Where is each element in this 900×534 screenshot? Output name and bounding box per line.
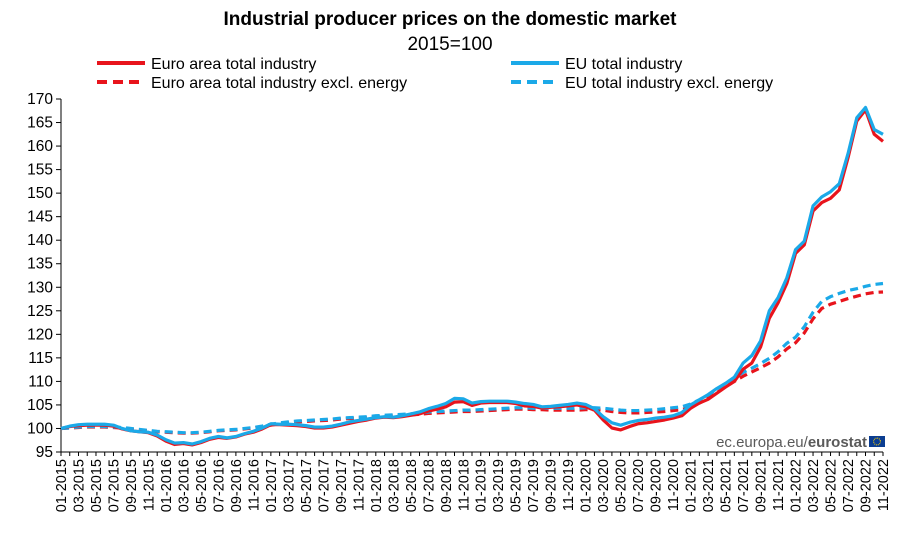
x-tick-label: 09-2017 [334, 459, 350, 512]
x-tick-label: 03-2021 [701, 459, 717, 512]
x-tick-label: 07-2021 [736, 459, 752, 512]
x-tick-label: 07-2018 [421, 459, 437, 512]
y-tick-label: 140 [27, 232, 53, 249]
x-tick-label: 11-2022 [876, 459, 892, 511]
y-tick-label: 135 [27, 256, 53, 273]
x-tick-label: 07-2020 [631, 459, 647, 512]
x-tick-label: 01-2018 [369, 459, 385, 512]
x-tick-label: 03-2017 [281, 459, 297, 512]
x-tick-label: 05-2021 [719, 459, 735, 512]
x-tick-label: 01-2022 [789, 459, 805, 512]
y-tick-label: 170 [27, 91, 53, 108]
y-tick-label: 160 [27, 138, 53, 155]
x-tick-label: 03-2018 [386, 459, 402, 512]
x-tick-label: 03-2019 [491, 459, 507, 512]
x-tick-label: 11-2018 [456, 459, 472, 511]
chart-subtitle: 2015=100 [407, 34, 492, 55]
x-tick-label: 01-2020 [579, 459, 595, 512]
source-brand: eurostat [808, 434, 867, 451]
x-tick-label: 01-2016 [159, 459, 175, 512]
series-line-euro-area-total-industry-excl-energy [60, 290, 884, 435]
x-tick-label: 01-2017 [264, 459, 280, 512]
source-text: ec.europa.eu/eurostat [716, 434, 867, 451]
y-axis: 95 100 105 110 115 120 125 130 135 140 145 150 155 16… [27, 91, 62, 461]
x-tick-label: 05-2015 [89, 459, 105, 512]
y-tick-label: 110 [28, 373, 53, 390]
x-tick-label: 11-2021 [771, 459, 787, 511]
y-tick-label: 145 [27, 209, 53, 226]
y-tick-label: 125 [27, 303, 53, 320]
source-url: ec.europa.eu/ [716, 434, 809, 451]
x-tick-label: 05-2020 [614, 459, 630, 512]
y-tick-label: 100 [27, 420, 53, 437]
y-tick-label: 105 [27, 397, 53, 414]
source-attribution: ec.europa.eu/eurostat [716, 434, 885, 451]
series-line-eu-total-industry [60, 105, 884, 446]
x-tick-label: 03-2016 [176, 459, 192, 512]
x-axis: 01-2015 03-2015 05-2015 07-2015 09-2015 11-20… [54, 451, 892, 512]
x-tick-label: 05-2016 [194, 459, 210, 512]
x-tick-label: 05-2017 [299, 459, 315, 512]
x-tick-label: 07-2022 [841, 459, 857, 512]
y-tick-label: 120 [27, 326, 53, 343]
series-line-eu-total-industry-excl-energy [60, 281, 884, 435]
x-tick-label: 05-2018 [404, 459, 420, 512]
x-tick-label: 03-2020 [596, 459, 612, 512]
legend-label-euro-area-total: Euro area total industry [151, 56, 316, 73]
x-tick-label: 09-2015 [124, 459, 140, 512]
legend-label-eu-total: EU total industry [565, 56, 682, 73]
y-tick-label: 165 [27, 115, 53, 132]
eu-flag-icon [869, 436, 885, 447]
x-tick-label: 07-2015 [106, 459, 122, 512]
x-tick-label: 07-2017 [316, 459, 332, 512]
x-tick-label: 09-2016 [229, 459, 245, 512]
y-tick-label: 150 [27, 185, 53, 202]
x-tick-label: 01-2015 [54, 459, 70, 512]
x-tick-label: 11-2019 [561, 459, 577, 511]
x-tick-label: 11-2015 [141, 459, 157, 511]
y-tick-label: 130 [27, 279, 53, 296]
x-tick-label: 07-2019 [526, 459, 542, 512]
x-tick-label: 03-2022 [806, 459, 822, 512]
x-tick-label: 09-2021 [754, 459, 770, 512]
y-tick-label: 95 [36, 444, 53, 461]
series-line-euro-area-total-industry [60, 108, 885, 447]
x-tick-label: 09-2018 [439, 459, 455, 512]
legend-label-eu-excl-energy: EU total industry excl. energy [565, 75, 773, 92]
legend: Euro area total industry EU total indust… [97, 56, 773, 92]
x-tick-label: 11-2017 [351, 459, 367, 511]
x-tick-label: 01-2019 [474, 459, 490, 512]
y-tick-label: 155 [27, 162, 53, 179]
x-tick-label: 05-2022 [824, 459, 840, 512]
y-tick-label: 115 [28, 350, 53, 367]
x-tick-label: 11-2020 [666, 459, 682, 511]
x-tick-label: 03-2015 [71, 459, 87, 512]
chart-title: Industrial producer prices on the domest… [224, 9, 678, 30]
legend-label-euro-area-excl-energy: Euro area total industry excl. energy [151, 75, 407, 92]
x-tick-label: 09-2022 [859, 459, 875, 512]
x-tick-label: 09-2020 [649, 459, 665, 512]
x-tick-label: 11-2016 [246, 459, 262, 511]
x-tick-label: 01-2021 [684, 459, 700, 512]
x-tick-label: 05-2019 [509, 459, 525, 512]
series-group [60, 105, 885, 447]
x-tick-label: 09-2019 [544, 459, 560, 512]
x-tick-label: 07-2016 [211, 459, 227, 512]
